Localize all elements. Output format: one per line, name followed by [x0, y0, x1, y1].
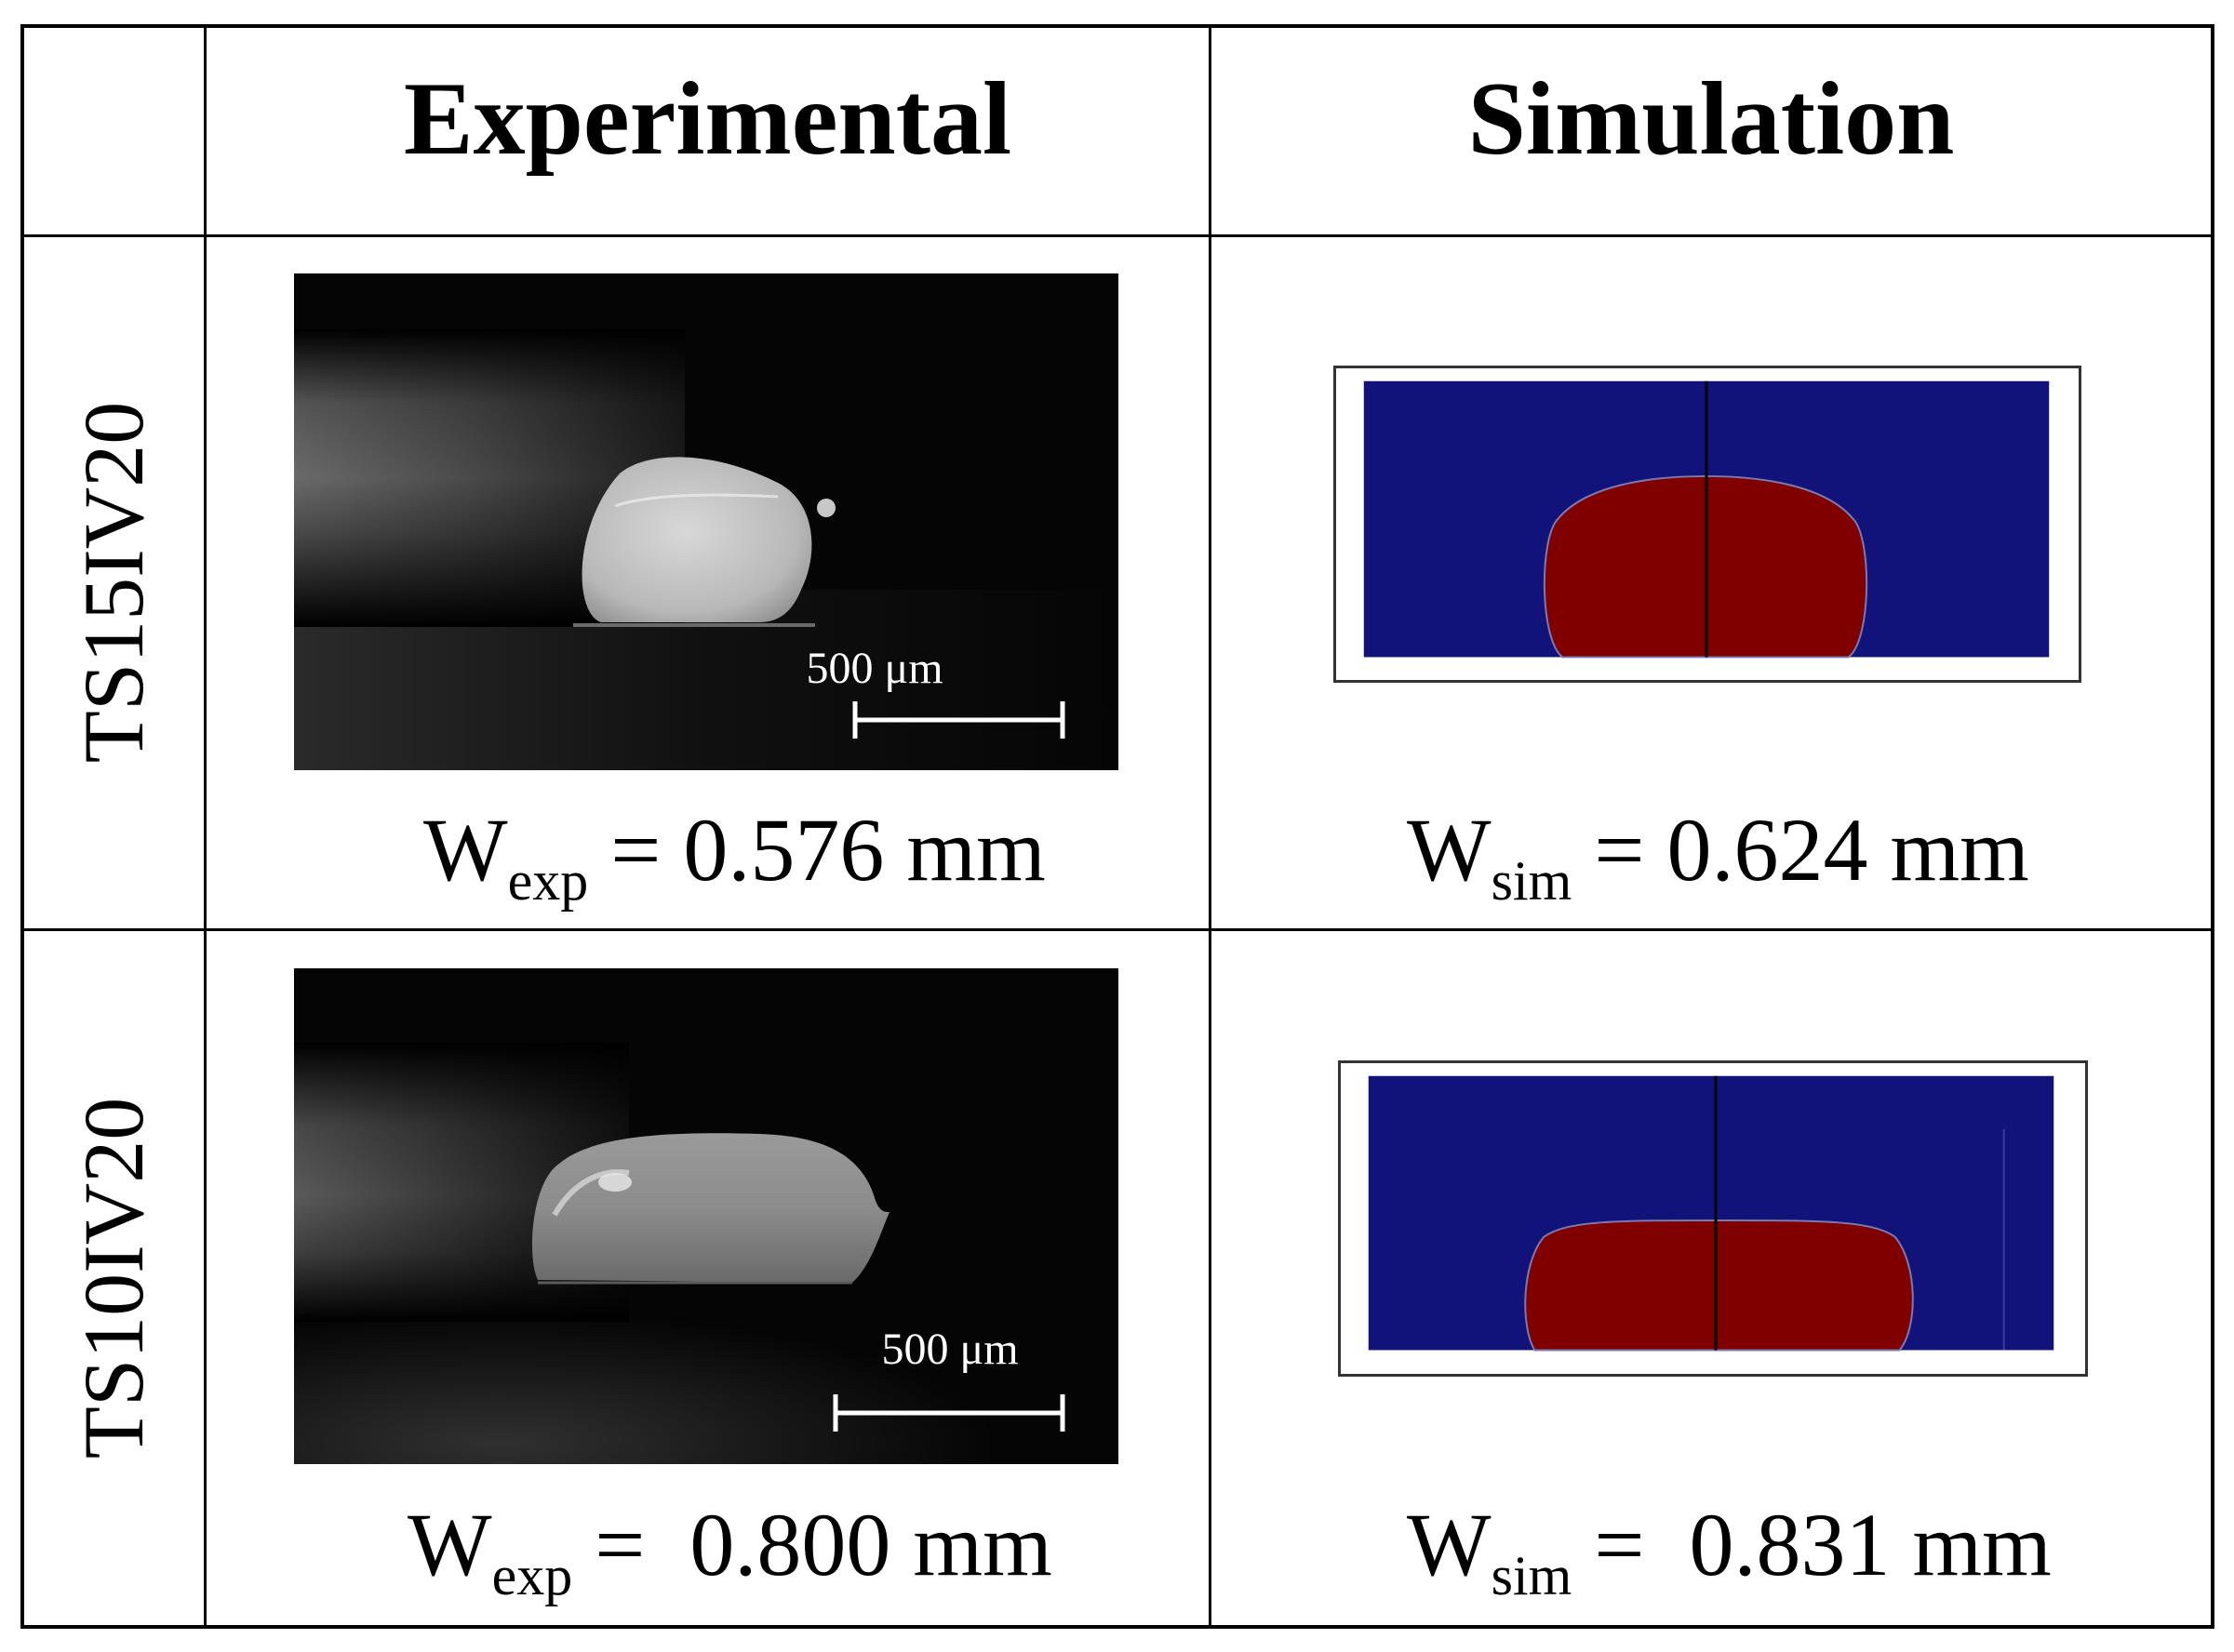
measurement-sim-ts15iv20: Wsim = 0.624 mm — [1407, 800, 2029, 912]
table-column-divider-2 — [1209, 24, 1211, 1629]
table-column-divider-1 — [204, 24, 207, 1629]
scale-bar-label: 500 μm — [881, 1325, 1018, 1374]
table-row-divider-2 — [20, 928, 2214, 931]
row-label-ts15iv20: TS15IV20 — [66, 401, 161, 764]
experimental-image-ts10iv20: 500 μm — [294, 968, 1118, 1464]
simulation-melt-pool — [1524, 1219, 1914, 1352]
scale-bar-label: 500 μm — [806, 644, 943, 693]
header-simulation: Simulation — [1467, 60, 1955, 177]
row-label-ts10iv20: TS10IV20 — [66, 1097, 161, 1459]
table-row-divider-1 — [20, 234, 2214, 237]
table-border-left — [20, 24, 24, 1629]
table-border-bottom — [20, 1625, 2214, 1629]
header-experimental: Experimental — [403, 60, 1012, 177]
simulation-image-ts15iv20 — [1333, 366, 2081, 683]
measurement-sim-ts10iv20: Wsim = 0.831 mm — [1407, 1495, 2052, 1606]
measurement-exp-ts10iv20: Wexp = 0.800 mm — [408, 1495, 1052, 1606]
measurement-exp-ts15iv20: Wexp = 0.576 mm — [423, 800, 1046, 912]
table-border-top — [20, 24, 2214, 28]
table-border-right — [2211, 24, 2214, 1629]
experimental-image-ts15iv20: 500 μm — [294, 273, 1118, 770]
simulation-image-ts10iv20 — [1338, 1060, 2088, 1377]
